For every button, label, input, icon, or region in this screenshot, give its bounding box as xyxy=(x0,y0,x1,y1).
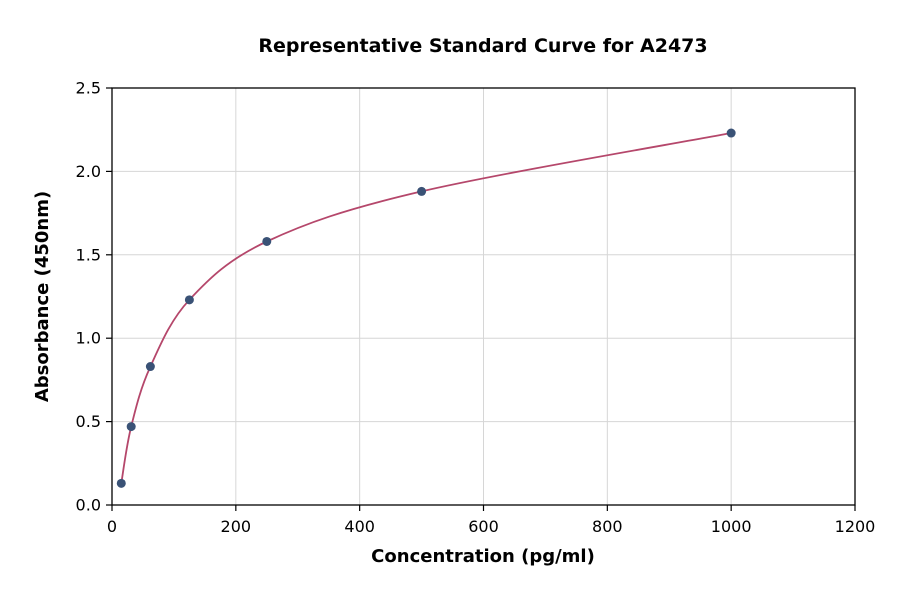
x-tick-label: 1200 xyxy=(835,517,876,536)
fitted-curve xyxy=(120,132,733,485)
data-layer xyxy=(116,128,736,488)
x-axis-label: Concentration (pg/ml) xyxy=(371,546,595,567)
x-tick-label: 200 xyxy=(221,517,252,536)
data-point xyxy=(262,236,272,246)
data-point xyxy=(417,186,427,196)
data-point xyxy=(184,295,194,305)
x-tick-label: 800 xyxy=(592,517,623,536)
data-point xyxy=(726,128,736,138)
y-tick-label: 2.5 xyxy=(76,79,101,98)
y-tick-label: 1.0 xyxy=(76,329,101,348)
grid-layer xyxy=(111,87,856,506)
chart-title: Representative Standard Curve for A2473 xyxy=(258,35,707,57)
y-tick-label: 2.0 xyxy=(76,162,101,181)
data-point xyxy=(126,422,136,432)
x-tick-label: 1000 xyxy=(711,517,752,536)
data-point xyxy=(116,478,126,488)
y-tick-label: 0.5 xyxy=(76,412,101,431)
x-tick-label: 600 xyxy=(468,517,499,536)
data-point xyxy=(145,362,155,372)
y-tick-label: 0.0 xyxy=(76,496,101,515)
y-axis-label: Absorbance (450nm) xyxy=(32,191,53,402)
tick-layer: 0 200 400 600 800 1000 1200 0.0 0.5 1.0 1.5 2.0 2.5 xyxy=(76,79,876,537)
y-tick-label: 1.5 xyxy=(76,245,101,264)
x-tick-label: 0 xyxy=(107,517,117,536)
x-tick-label: 400 xyxy=(344,517,375,536)
